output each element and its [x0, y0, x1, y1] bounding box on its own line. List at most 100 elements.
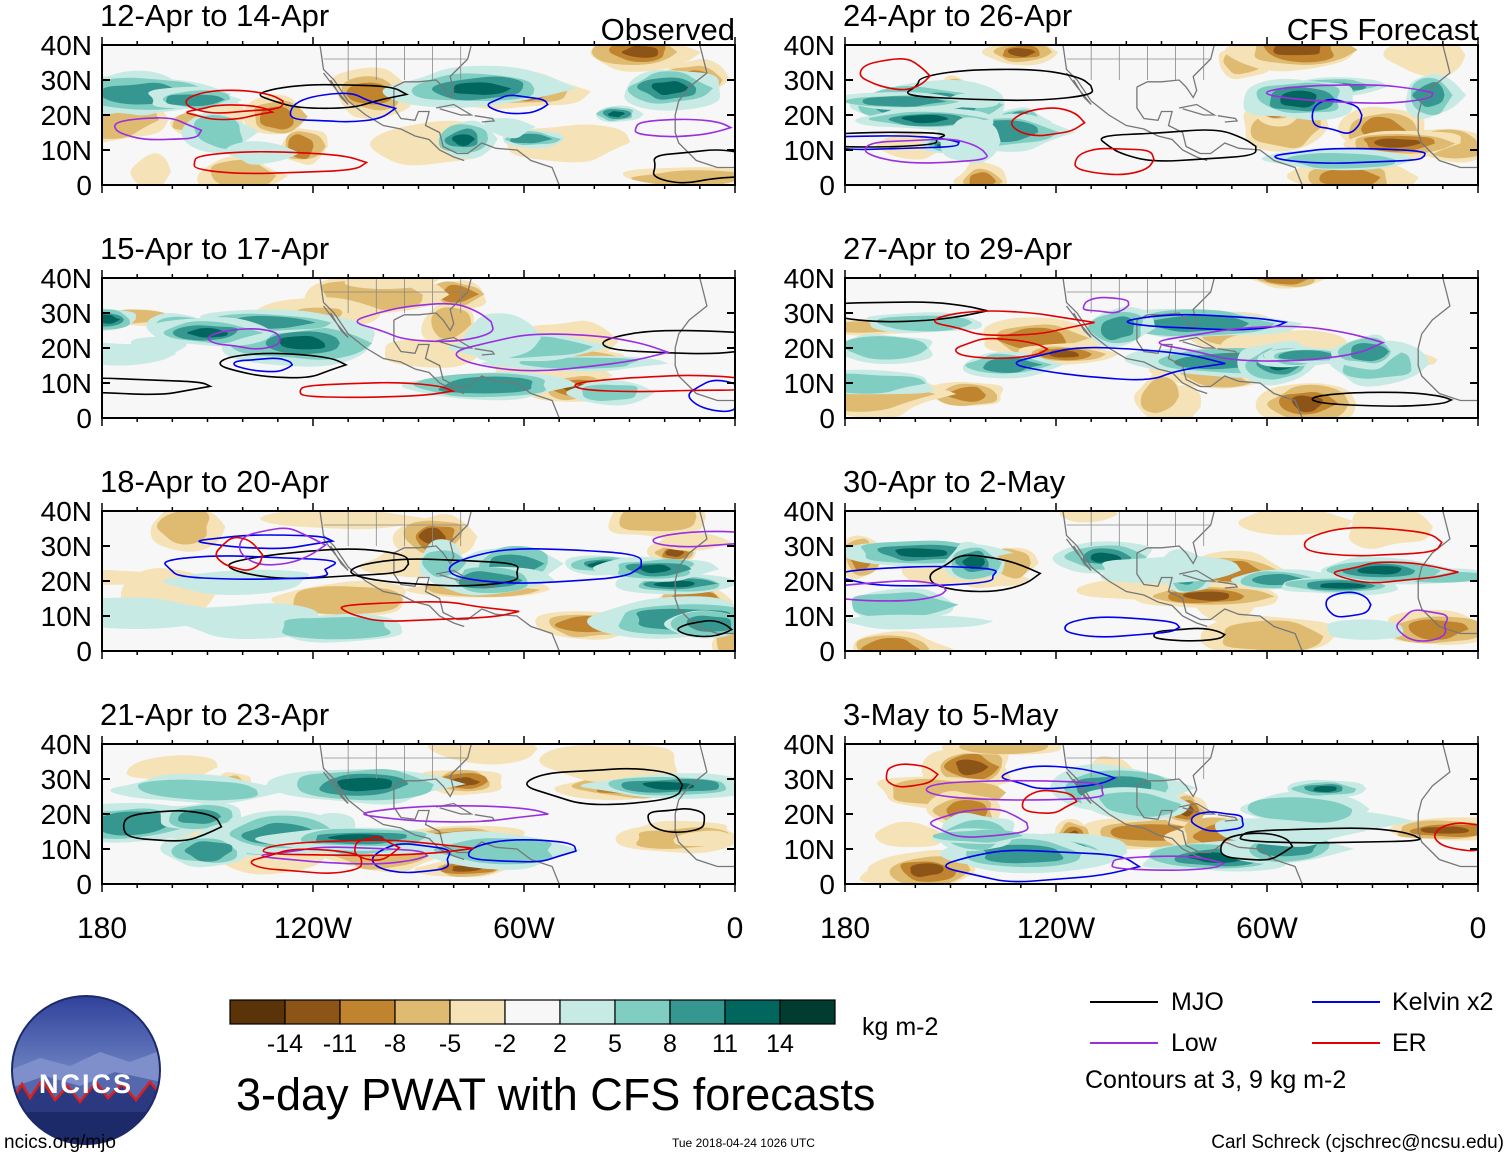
pwat-negative-anomaly — [1182, 591, 1230, 601]
anomaly-contour — [455, 333, 671, 372]
x-tick-label: 180 — [820, 912, 870, 945]
y-tick-label: 30N — [41, 764, 92, 795]
footer-url: ncics.org/mjo — [4, 1132, 116, 1153]
coastline — [1065, 72, 1092, 105]
coastline — [1136, 87, 1303, 185]
pwat-positive-anomaly — [1278, 350, 1336, 361]
colorbar-tick-label: -14 — [267, 1030, 303, 1058]
pwat-positive-anomaly — [1350, 343, 1390, 362]
y-tick-label: 40N — [41, 496, 92, 527]
anomaly-contour — [354, 836, 401, 861]
logo-text: NCICS — [39, 1069, 133, 1099]
pwat-positive-anomaly — [851, 592, 959, 619]
colorbar-swatch — [614, 999, 671, 1025]
anomaly-contour — [925, 779, 1104, 801]
anomaly-contour — [467, 838, 577, 863]
anomaly-contour — [250, 848, 363, 874]
legend-label-er: ER — [1392, 1029, 1427, 1057]
colorbar-tick-label: 14 — [766, 1030, 794, 1058]
anomaly-contour — [1303, 526, 1443, 557]
coastline — [1217, 581, 1239, 589]
anomaly-contour — [340, 601, 520, 622]
anomaly-contour — [885, 763, 939, 788]
anomaly-contour — [1433, 822, 1478, 852]
pwat-positive-anomaly — [458, 571, 523, 589]
pwat-negative-anomaly — [665, 548, 685, 557]
pwat-positive-anomaly — [137, 779, 258, 801]
anomaly-contour — [185, 89, 284, 114]
coastline — [393, 511, 472, 565]
anomaly-contour — [207, 327, 282, 350]
anomaly-contour — [193, 150, 369, 175]
coastline — [393, 553, 560, 651]
pwat-negative-anomaly — [969, 172, 997, 185]
anomaly-contour — [1082, 296, 1130, 314]
anomaly-contour — [945, 849, 1142, 883]
coastline — [1417, 744, 1478, 868]
anomaly-contour — [1274, 147, 1426, 164]
panel-title: 18-Apr to 20-Apr — [100, 464, 329, 499]
figure-title: 3-day PWAT with CFS forecasts — [236, 1069, 875, 1120]
legend-label-low: Low — [1171, 1029, 1218, 1057]
pwat-positive-anomaly — [433, 838, 553, 865]
pwat-negative-anomaly — [156, 511, 210, 545]
coastline — [1417, 278, 1478, 402]
anomaly-contour — [1153, 627, 1227, 642]
ncics-logo: NCICS — [11, 995, 161, 1145]
pwat-positive-anomaly — [845, 614, 994, 630]
pwat-positive-anomaly — [845, 336, 928, 360]
y-tick-label: 20N — [41, 333, 92, 364]
x-tick-label: 60W — [1236, 912, 1298, 945]
y-tick-label: 40N — [784, 496, 835, 527]
x-tick-label: 0 — [727, 912, 744, 945]
anomaly-contour — [102, 377, 213, 396]
legend-label-kelvin: Kelvin x2 — [1392, 988, 1493, 1016]
pwat-negative-anomaly — [875, 821, 947, 848]
coastline — [1217, 814, 1239, 822]
y-tick-label: 30N — [784, 531, 835, 562]
anomaly-contour — [864, 138, 988, 164]
y-tick-label: 40N — [41, 30, 92, 61]
y-tick-label: 20N — [41, 100, 92, 131]
anomaly-contour — [233, 357, 294, 373]
anomaly-contour — [955, 337, 1049, 360]
anomaly-contour — [845, 135, 961, 151]
pwat-positive-anomaly — [1412, 81, 1445, 108]
pwat-negative-anomaly — [1273, 45, 1321, 56]
coastline — [1136, 45, 1215, 99]
anomaly-contour — [215, 536, 264, 571]
y-tick-label: 30N — [41, 298, 92, 329]
pwat-positive-anomaly — [1099, 792, 1182, 817]
pwat-positive-anomaly — [193, 115, 243, 149]
pwat-positive-anomaly — [608, 111, 625, 118]
anomaly-contour — [1239, 827, 1421, 844]
pwat-negative-anomaly — [1319, 168, 1381, 185]
pwat-negative-anomaly — [631, 170, 735, 185]
anomaly-contour — [1100, 129, 1257, 162]
y-tick-label: 30N — [784, 298, 835, 329]
pwat-negative-anomaly — [539, 744, 678, 783]
y-tick-label: 20N — [784, 333, 835, 364]
legend-label-mjo: MJO — [1171, 988, 1224, 1016]
pwat-positive-anomaly — [962, 556, 985, 569]
anomaly-contour — [299, 381, 456, 399]
pwat-positive-anomaly — [876, 315, 973, 332]
pwat-positive-anomaly — [582, 384, 638, 401]
panel-title: 27-Apr to 29-Apr — [843, 231, 1072, 266]
map-panel: 40N 30N 20N 10N 0 3-May to 5-May — [784, 697, 1479, 900]
coastline — [1062, 45, 1208, 162]
pwat-negative-anomaly — [996, 327, 1066, 350]
pwat-negative-anomaly — [431, 307, 472, 340]
pwat-negative-anomaly — [440, 284, 480, 303]
pwat-positive-anomaly — [184, 841, 233, 862]
anomaly-contour — [1010, 107, 1086, 137]
pwat-negative-anomaly — [621, 45, 659, 58]
coastline — [319, 278, 465, 395]
panel-title: 30-Apr to 2-May — [843, 464, 1066, 499]
x-tick-label: 180 — [77, 912, 127, 945]
anomaly-contour — [1111, 855, 1226, 872]
y-tick-label: 10N — [41, 601, 92, 632]
anomaly-contour — [1333, 561, 1459, 584]
pwat-negative-anomaly — [673, 830, 735, 847]
x-axis-right: 180 120W 60W 0 — [820, 912, 1486, 945]
